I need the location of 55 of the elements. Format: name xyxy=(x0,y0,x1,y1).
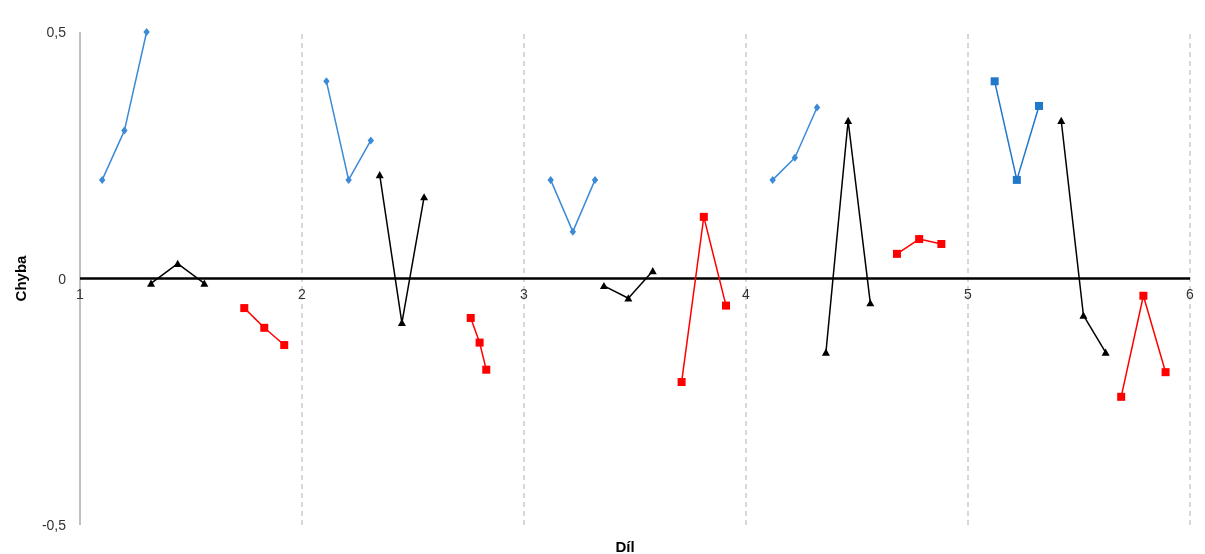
x-tick-label: 5 xyxy=(964,285,973,302)
point xyxy=(699,212,708,221)
x-tick-label: 1 xyxy=(76,285,85,302)
point xyxy=(599,281,608,290)
x-tick-label: 4 xyxy=(742,285,751,302)
point xyxy=(1079,311,1088,319)
point xyxy=(624,294,633,302)
point xyxy=(821,348,830,356)
point xyxy=(1161,368,1170,377)
point xyxy=(147,279,156,287)
x-axis-title: Díl xyxy=(615,538,635,554)
point xyxy=(1101,348,1110,356)
point xyxy=(200,279,209,287)
point xyxy=(547,175,554,184)
point xyxy=(240,304,249,313)
y-tick-label: 0,5 xyxy=(46,24,67,40)
point xyxy=(866,299,875,307)
point xyxy=(1139,291,1148,300)
point xyxy=(280,341,289,350)
y-axis-title: Chyba xyxy=(12,254,29,302)
point xyxy=(367,136,375,145)
point xyxy=(420,193,429,201)
x-tick-label: 6 xyxy=(1186,285,1195,302)
point xyxy=(260,323,269,332)
point xyxy=(569,227,577,236)
point xyxy=(791,153,799,162)
point xyxy=(475,338,484,347)
y-tick-label: 0 xyxy=(58,270,67,287)
point xyxy=(990,77,999,86)
point xyxy=(375,170,384,179)
point xyxy=(1117,392,1126,401)
point xyxy=(677,378,686,387)
point xyxy=(323,77,330,86)
point xyxy=(345,175,352,184)
x-tick-label: 3 xyxy=(520,285,529,302)
y-tick-label: -0,5 xyxy=(41,517,67,533)
point xyxy=(143,28,150,36)
point xyxy=(915,235,924,244)
x-tick-label: 2 xyxy=(298,285,307,302)
point xyxy=(892,249,901,258)
point xyxy=(173,259,182,267)
point xyxy=(591,175,599,184)
point xyxy=(648,267,657,275)
point xyxy=(482,365,491,374)
point xyxy=(722,301,731,310)
point xyxy=(937,239,946,248)
point xyxy=(466,313,475,322)
point xyxy=(1035,101,1044,110)
point xyxy=(99,175,106,184)
point xyxy=(813,103,821,112)
point xyxy=(1057,116,1066,124)
point xyxy=(1012,175,1021,184)
point xyxy=(769,175,776,184)
point xyxy=(844,116,853,124)
point xyxy=(121,126,128,135)
